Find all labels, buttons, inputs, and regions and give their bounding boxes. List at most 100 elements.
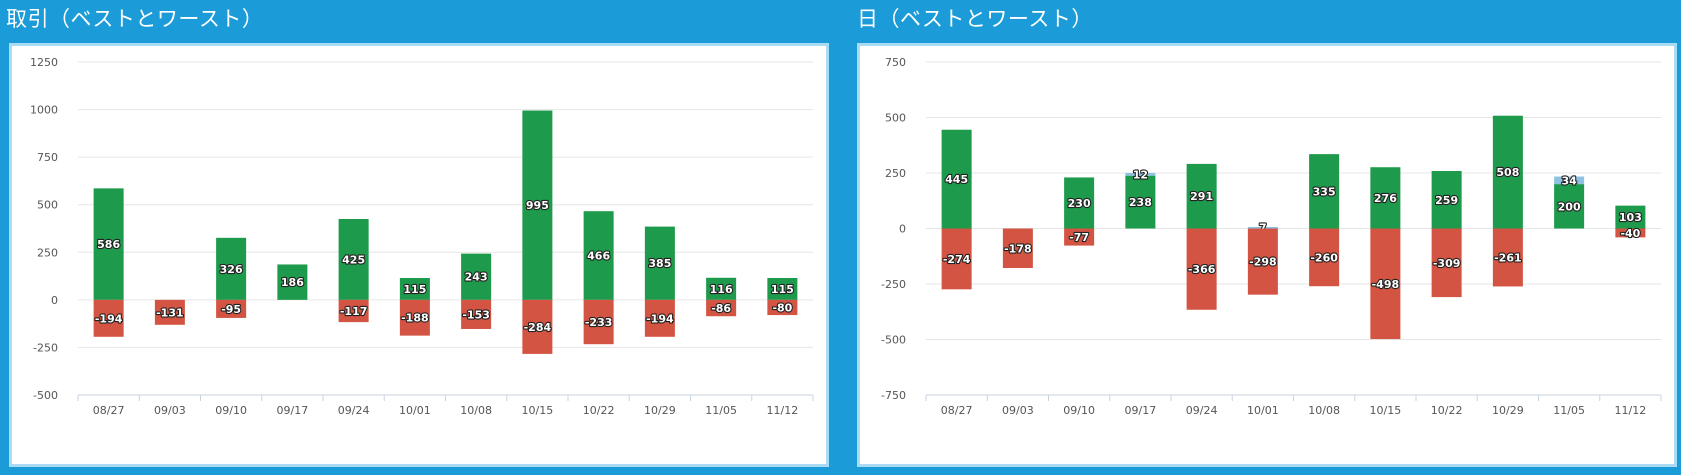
y-tick-label: 750 (37, 151, 58, 164)
bar (941, 228, 972, 290)
bar (1247, 226, 1278, 229)
bar (216, 237, 247, 300)
bar (1309, 154, 1340, 229)
x-tick-label: 10/01 (1247, 404, 1279, 417)
x-tick-label: 10/15 (1370, 404, 1402, 417)
bar (1002, 228, 1033, 269)
x-tick-label: 09/10 (1063, 404, 1095, 417)
bar (941, 129, 972, 229)
y-tick-label: 250 (885, 167, 906, 180)
data-label: -260 (1310, 251, 1338, 264)
data-label: 115 (771, 283, 794, 296)
bar (1370, 167, 1401, 229)
data-label: 243 (465, 271, 488, 284)
data-label: 238 (1129, 196, 1152, 209)
bar (1125, 175, 1156, 229)
data-label: 103 (1619, 211, 1642, 224)
data-label: -261 (1494, 251, 1522, 264)
data-label: -178 (1004, 242, 1032, 255)
chart-trades: 1250 1000 750 500 250 0 -250 -500 08/27 09/03 09/1… (30, 56, 814, 417)
x-tick-label: 10/22 (583, 404, 615, 417)
x-tick-label: 11/05 (1553, 404, 1585, 417)
y-tick-label: -500 (33, 389, 58, 402)
data-label: -194 (646, 312, 674, 325)
data-label: -309 (1433, 257, 1461, 270)
bar (1431, 171, 1462, 229)
x-tick-label: 11/12 (767, 404, 799, 417)
data-label: -77 (1069, 231, 1089, 244)
bar (644, 299, 675, 337)
data-label: 200 (1558, 200, 1581, 213)
bar (1554, 176, 1585, 185)
y-tick-label: 500 (885, 112, 906, 125)
bar (399, 299, 430, 336)
bar (767, 277, 798, 300)
data-label: 466 (587, 250, 610, 263)
bar (1615, 228, 1646, 238)
data-label: -80 (772, 301, 792, 314)
data-label: 259 (1435, 194, 1458, 207)
x-tick-label: 11/12 (1615, 404, 1647, 417)
data-label: 326 (220, 263, 243, 276)
y-tick-label: -250 (881, 278, 906, 291)
data-label: -86 (711, 302, 731, 315)
data-label: -188 (401, 312, 429, 325)
data-label: 335 (1313, 185, 1336, 198)
x-tick-label: 09/10 (215, 404, 247, 417)
bar (1492, 228, 1523, 287)
data-label: -153 (462, 308, 490, 321)
bar (706, 299, 737, 317)
bar (216, 299, 247, 318)
x-tick-label: 09/03 (1002, 404, 1034, 417)
chart-title-trades: 取引（ベストとワースト） (6, 7, 264, 31)
chart-panel-trades: 1250 1000 750 500 250 0 -250 -500 08/27 09/03 09/1… (9, 43, 829, 467)
data-label: 291 (1190, 190, 1213, 203)
bar (1186, 228, 1217, 310)
data-label: 115 (403, 283, 426, 296)
x-tick-label: 10/29 (1492, 404, 1524, 417)
y-tick-label: -500 (881, 334, 906, 347)
data-label: 7 (1259, 222, 1267, 235)
bar (93, 299, 124, 337)
x-tick-label: 09/17 (1125, 404, 1157, 417)
y-tick-label: 750 (885, 56, 906, 69)
data-label: 445 (945, 173, 968, 186)
data-label: 385 (648, 257, 671, 270)
data-label: -298 (1249, 256, 1277, 269)
bar (1186, 163, 1217, 229)
data-label: -498 (1372, 278, 1400, 291)
bar (1431, 228, 1462, 298)
y-tick-label: 1250 (30, 56, 58, 69)
bar (522, 299, 553, 354)
x-tick-label: 10/08 (460, 404, 492, 417)
bar (338, 218, 369, 300)
bar (338, 299, 369, 323)
data-label: 508 (1496, 166, 1519, 179)
y-tick-label: 0 (899, 223, 906, 236)
bar (1064, 228, 1095, 246)
bar (644, 226, 675, 300)
chart-panel-days: 750 500 250 0 -250 -500 -750 08/27 09/03 09/10 09/… (857, 43, 1677, 467)
x-tick-label: 10/29 (644, 404, 676, 417)
bar (1247, 228, 1278, 295)
x-tick-label: 09/24 (338, 404, 370, 417)
data-label: 276 (1374, 192, 1397, 205)
bar (461, 299, 492, 329)
y-tick-label: 0 (51, 294, 58, 307)
bar (277, 264, 308, 300)
data-label: -233 (585, 316, 613, 329)
bar (399, 277, 430, 300)
data-label: 186 (281, 276, 304, 289)
y-tick-label: 1000 (30, 104, 58, 117)
chart-days: 750 500 250 0 -250 -500 -750 08/27 09/03 09/10 09/… (881, 56, 1662, 417)
data-label: -117 (340, 305, 368, 318)
bar (1615, 205, 1646, 229)
x-tick-label: 10/22 (1431, 404, 1463, 417)
x-tick-label: 09/17 (277, 404, 309, 417)
bar (767, 299, 798, 316)
data-label: 34 (1561, 174, 1577, 187)
data-label: 230 (1068, 197, 1091, 210)
data-label: -274 (943, 253, 971, 266)
data-label: -40 (1620, 227, 1640, 240)
x-tick-label: 10/01 (399, 404, 431, 417)
